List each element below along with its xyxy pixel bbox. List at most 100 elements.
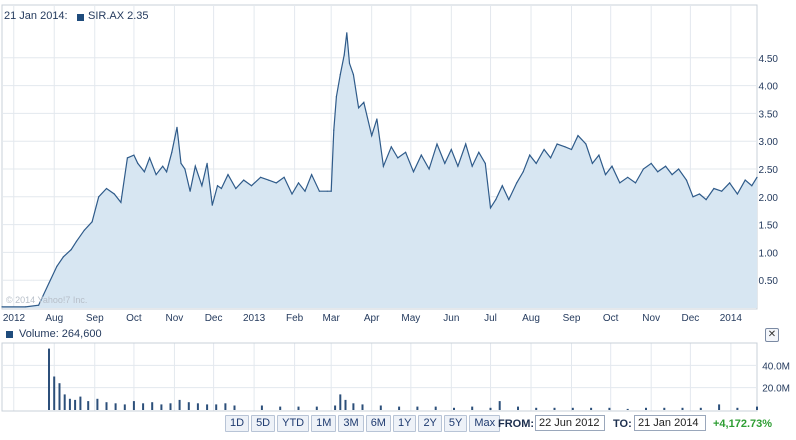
x-tick-label: Mar [323, 313, 341, 324]
price-point [363, 101, 365, 103]
price-point [457, 165, 459, 167]
to-date-input[interactable] [634, 415, 706, 431]
from-date-input[interactable] [535, 415, 605, 431]
x-tick-label: Aug [45, 313, 63, 324]
y-tick-label: 2.50 [759, 165, 779, 176]
x-tick-label: Aug [522, 313, 540, 324]
volume-bar [279, 406, 282, 410]
volume-bar [58, 383, 61, 410]
price-point [220, 187, 222, 190]
price-point [736, 193, 739, 195]
price-point [585, 143, 587, 145]
x-tick-label: Feb [286, 313, 304, 324]
volume-bar [79, 396, 82, 410]
volume-bar [453, 407, 455, 410]
price-point [671, 174, 673, 176]
price-point [471, 165, 473, 167]
volume-bar [756, 406, 758, 410]
volume-y-axis: 20.0M 40.0M [762, 361, 790, 394]
price-point [619, 182, 621, 184]
price-point [333, 129, 335, 131]
price-point [642, 168, 645, 170]
price-point [705, 199, 707, 201]
price-point [756, 176, 758, 178]
price-point [382, 165, 384, 167]
volume-bar [471, 406, 474, 410]
volume-bar [297, 406, 300, 410]
volume-bar [645, 407, 647, 410]
price-point [180, 162, 182, 164]
price-point [713, 187, 715, 190]
price-point [311, 174, 313, 176]
x-tick-label: Nov [166, 313, 184, 324]
volume-bar [206, 404, 209, 410]
range-6m-button[interactable]: 6M [365, 415, 391, 432]
volume-bar [398, 406, 401, 410]
price-point [346, 32, 348, 34]
range-1m-button[interactable]: 1M [311, 415, 337, 432]
volume-bar [74, 399, 77, 410]
price-point [550, 157, 552, 159]
price-point [83, 229, 85, 231]
price-point [70, 249, 72, 251]
price-point [194, 165, 196, 167]
price-point [604, 174, 607, 176]
volume-bar [233, 405, 236, 410]
price-point [260, 176, 262, 178]
price-point [126, 157, 128, 159]
price-point [420, 154, 422, 156]
series-swatch-icon [77, 14, 84, 21]
volume-bar [215, 404, 218, 410]
range-3m-button[interactable]: 3M [338, 415, 364, 432]
percent-change: +4,172.73% [713, 418, 773, 430]
price-point [216, 185, 219, 187]
price-point [591, 162, 594, 164]
x-tick-label: Oct [126, 313, 142, 324]
volume-bar [53, 376, 56, 410]
volume-bar [142, 403, 145, 410]
range-1d-button[interactable]: 1D [225, 415, 250, 432]
range-1y-button[interactable]: 1Y [392, 415, 417, 432]
range-5y-button[interactable]: 5Y [443, 415, 468, 432]
range-max-button[interactable]: Max [469, 415, 501, 432]
range-5d-button[interactable]: 5D [251, 415, 276, 432]
price-point [729, 182, 731, 184]
price-point [678, 168, 680, 170]
x-tick-label: Sep [563, 313, 581, 324]
volume-bar [681, 407, 684, 410]
volume-label: Volume: 264,600 [19, 328, 102, 340]
volume-bar [123, 404, 126, 410]
hover-date: 21 Jan 2014: [4, 10, 68, 22]
volume-bar [196, 403, 199, 410]
volume-bar [344, 399, 347, 410]
volume-bar [132, 401, 135, 410]
from-label: FROM: [498, 418, 535, 430]
range-ytd-button[interactable]: YTD [277, 415, 310, 432]
ticker-value: SIR.AX 2.35 [88, 10, 149, 22]
x-tick-label: Sep [86, 313, 104, 324]
price-point [335, 96, 337, 98]
price-point [48, 282, 50, 284]
y-tick-label: 1.50 [759, 221, 779, 232]
y-tick-label: 3.00 [759, 137, 779, 148]
x-tick-label: May [401, 313, 420, 324]
range-2y-button[interactable]: 2Y [418, 415, 442, 432]
price-point [343, 54, 345, 56]
price-point [692, 196, 694, 198]
price-point [685, 179, 688, 181]
volume-bar [379, 405, 382, 410]
volume-bar [48, 348, 50, 410]
volume-bar [178, 399, 181, 410]
price-point [133, 154, 135, 156]
price-point [318, 190, 320, 192]
price-point [211, 204, 213, 206]
x-tick-label: Jun [443, 313, 459, 324]
price-point [721, 190, 723, 192]
volume-bar [498, 401, 501, 410]
close-icon[interactable]: ✕ [765, 328, 779, 342]
volume-bar [608, 407, 611, 410]
y-tick-label: 2.00 [759, 193, 779, 204]
price-point [358, 107, 360, 109]
price-point [698, 193, 701, 195]
